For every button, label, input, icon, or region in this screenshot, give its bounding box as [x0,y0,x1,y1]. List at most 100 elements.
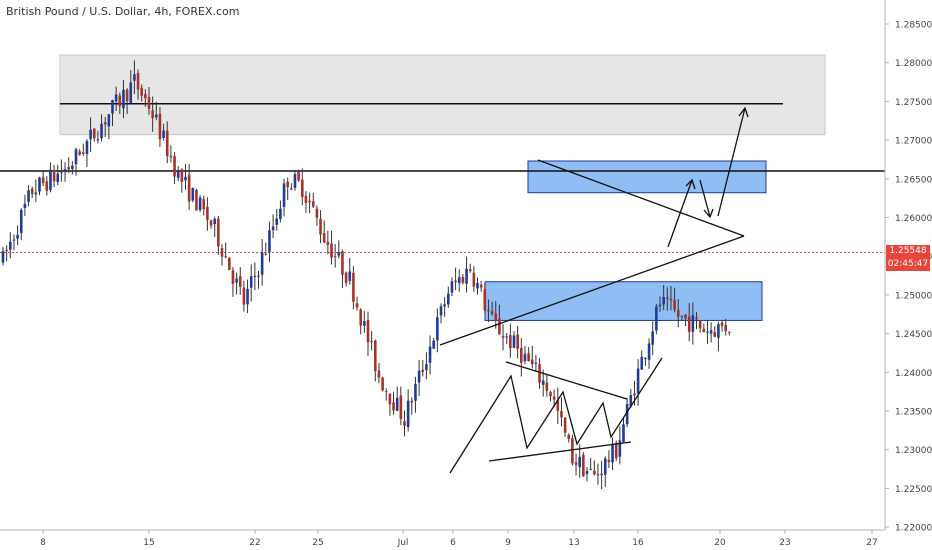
candle-body [246,288,249,305]
time-tick-label: 22 [249,538,260,548]
candle-body [85,140,89,155]
candle-body [680,315,684,317]
price-tick-label: 1.23000 [895,446,932,456]
candle-body [410,400,414,403]
candle-body [574,462,578,465]
candle-body [304,195,308,203]
candle-body [180,169,184,182]
candle-body [12,239,16,241]
candle-body [96,139,100,141]
candle-body [541,380,545,385]
price-tick-label: 1.22000 [895,524,932,534]
candle-body [16,234,19,239]
candle-body [603,458,607,475]
time-tick-label: Jul [397,538,409,548]
candle-body [355,303,359,308]
candle-body [666,297,669,299]
drawings-layer [439,106,749,474]
candle-body [527,353,530,362]
price-tick-label: 1.24500 [895,330,932,340]
candle-body [450,281,454,293]
candle-body [468,269,472,272]
candle-body [509,335,512,349]
projection-leg-3 [717,107,746,217]
zones-layer [59,54,826,321]
price-tick-label: 1.28500 [895,21,932,31]
lines-layer [0,102,885,253]
candle-body [658,304,662,307]
candle-body [52,170,56,182]
candle-body [297,171,300,181]
candle-body [348,271,352,281]
pattern-zigzag [449,357,663,474]
candle-body [23,203,27,208]
candle-body [600,473,603,476]
candle-body [34,192,38,195]
candle-body [465,268,468,284]
candle-body [238,276,242,287]
candle-body [618,440,622,457]
candle-body [144,94,147,99]
candle-body [89,129,92,140]
candle-body [432,340,435,349]
candle-body [629,395,633,407]
candle-body [476,282,479,289]
candle-body [326,241,330,245]
candle-body [684,314,687,319]
candle-body [100,123,103,139]
supply-zone [527,160,767,194]
candle-body [505,336,508,338]
candle-body [461,276,465,283]
candle-body [315,208,319,218]
candle-body [370,341,373,343]
candle-body [264,253,268,255]
candle-body [352,272,355,302]
candle-body [607,460,611,463]
candle-body [512,335,516,348]
candle-body [173,156,176,177]
candle-body [377,370,381,378]
candle-body [622,424,625,443]
candle-body [151,110,154,119]
candle-body [534,362,538,364]
candle-body [472,272,476,287]
candle-body [213,218,216,225]
candle-body [162,130,165,139]
candle-body [545,382,549,392]
candle-body [1,250,5,263]
candle-body [38,177,41,192]
candle-body [673,300,676,310]
candle-body [5,249,8,251]
candle-body [494,313,498,321]
candle-body [676,309,680,317]
candle-body [301,179,304,198]
candle-body [78,151,81,155]
candle-body [19,209,23,233]
candle-body [614,442,618,459]
candle-body [384,391,388,393]
candle-body [363,321,366,326]
candle-body [220,248,224,257]
candle-body [140,87,143,96]
candle-body [556,400,560,411]
candle-body [655,306,658,331]
candle-body [92,128,96,139]
candle-body [275,218,279,225]
candle-body [717,324,720,338]
candle-body [330,243,333,258]
candle-body [103,122,107,125]
candle-body [669,298,673,301]
price-tick-label: 1.26500 [895,175,932,185]
candle-body [552,396,556,400]
candle-body [195,189,198,211]
candle-body [235,278,238,283]
candle-body [155,114,158,118]
candle-body [640,356,644,370]
price-tick-label: 1.28000 [895,59,932,69]
candle-body [479,284,483,288]
candle-body [253,275,257,277]
candle-body [111,99,114,114]
time-tick-label: 9 [505,538,511,548]
candle-body [49,169,52,191]
